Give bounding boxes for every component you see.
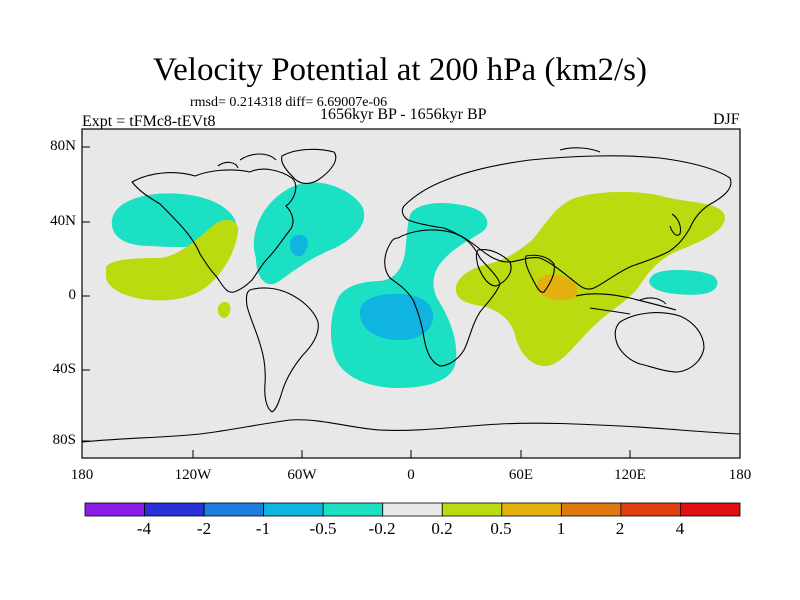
colorbar-swatch: [501, 502, 562, 517]
colorbar-swatch: [620, 502, 681, 517]
colorbar-label: 1: [556, 519, 566, 538]
season-label: DJF: [713, 111, 740, 128]
contour-pos02-indo-asia: [455, 191, 725, 367]
lat-label-80n: 80N: [50, 138, 76, 154]
stats-text: rmsd= 0.214318 diff= 6.69007e-06: [190, 95, 388, 110]
lon-label-120e: 120E: [614, 467, 646, 483]
contour-neg02-n-atlantic: [253, 182, 365, 285]
lon-label-60w: 60W: [287, 467, 317, 483]
colorbar-swatch: [84, 502, 145, 517]
colorbar: [84, 502, 741, 517]
contour-neg02-w-pacific: [649, 269, 718, 295]
contour-pos02-e-pacific: [106, 219, 239, 301]
coastline-north-america: [131, 168, 297, 293]
lon-label-180-left: 180: [70, 467, 94, 483]
coastline-japan: [669, 213, 682, 236]
contour-pos02-e-pacific-small: [217, 301, 231, 318]
contour-pos05-india: [536, 274, 578, 301]
lat-label-40s: 40S: [52, 361, 76, 377]
coastline-antarctica: [81, 419, 741, 443]
coastlines: [81, 147, 741, 443]
coastline-india: [524, 254, 555, 293]
coastline-south-america: [245, 287, 319, 413]
colorbar-label: -4: [136, 519, 152, 538]
lon-label-0: 0: [407, 467, 415, 483]
colorbar-swatch: [203, 502, 265, 517]
coastline-australia: [614, 312, 705, 373]
colorbar-label: -0.5: [309, 519, 337, 538]
coastline-eurasia: [401, 155, 732, 290]
colorbar-swatch: [441, 502, 503, 517]
colorbar-swatch: [680, 502, 741, 517]
contour-regions: [106, 182, 725, 388]
colorbar-label: -0.2: [368, 519, 396, 538]
colorbar-swatch: [382, 502, 443, 517]
contour-neg05-n-atlantic: [289, 234, 308, 257]
lat-label-80s: 80S: [52, 432, 76, 448]
colorbar-label: 0.5: [490, 519, 512, 538]
colorbar-label: 2: [615, 519, 625, 538]
coastline-arabia: [475, 249, 512, 287]
colorbar-label: -1: [255, 519, 271, 538]
period-text: 1656kyr BP - 1656kyr BP: [320, 106, 487, 123]
lon-label-60e: 60E: [508, 467, 534, 483]
colorbar-swatch: [263, 502, 324, 517]
coastline-africa: [384, 229, 501, 367]
colorbar-label: 4: [675, 519, 685, 538]
map-title: Velocity Potential at 200 hPa (km2/s): [152, 52, 648, 88]
colorbar-swatch: [322, 502, 384, 517]
lat-label-40n: 40N: [50, 213, 76, 229]
experiment-text: Expt = tFMc8-tEVt8: [82, 113, 216, 130]
colorbar-swatch: [144, 502, 205, 517]
lon-label-120w: 120W: [174, 467, 212, 483]
colorbar-label: -2: [196, 519, 212, 538]
axis-ticks: [82, 146, 631, 458]
coastline-greenland: [281, 148, 337, 185]
coastline-arctic-islands: [217, 147, 601, 169]
coastline-indonesia: [575, 293, 677, 315]
lon-label-180-right: 180: [728, 467, 752, 483]
colorbar-label: 0.2: [431, 519, 453, 538]
lat-label-0: 0: [68, 287, 77, 303]
colorbar-swatch: [560, 502, 622, 517]
